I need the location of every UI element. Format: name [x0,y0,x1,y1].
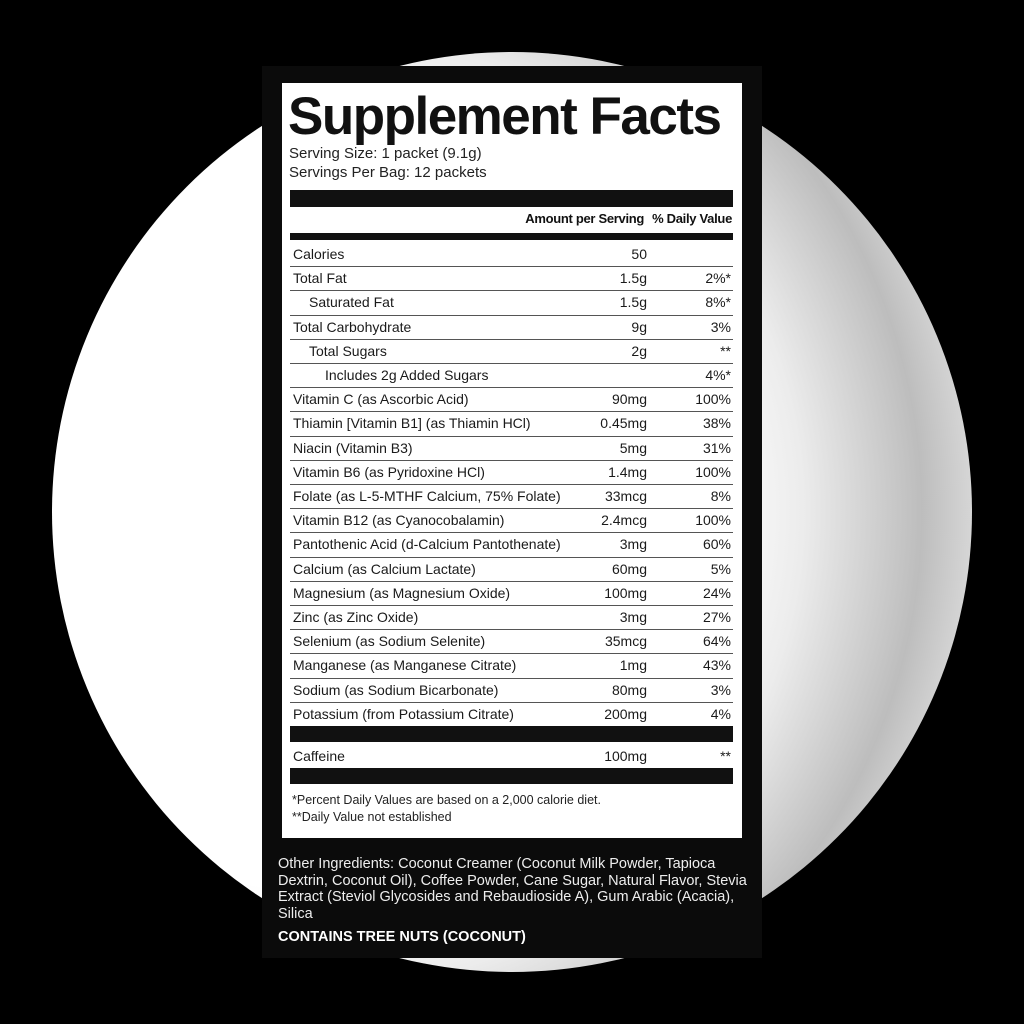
divider-bar [290,726,733,742]
serving-size: Serving Size: 1 packet (9.1g) [289,145,482,162]
nutrient-dv: 27% [702,609,731,625]
nutrient-dv: 38% [702,415,731,432]
nutrient-dv: 4% [710,705,731,722]
nutrient-name: Folate (as L-5-MTHF Calcium, 75% Folate) [293,488,561,504]
table-row: Total Carbohydrate 9g 3% [290,315,733,340]
nutrient-amount: 33mcg [604,488,647,504]
nutrient-dv: 5% [710,560,731,577]
column-header: Amount per Serving % Daily Value [517,211,732,226]
table-row: Includes 2g Added Sugars 4%* [290,363,733,389]
table-row: Total Sugars 2g ** [290,339,733,364]
allergen-statement: CONTAINS TREE NUTS (COCONUT) [278,929,526,945]
nutrient-amount: 0.45mg [600,415,647,432]
nutrient-dv: 4%* [705,367,731,383]
nutrient-amount: 1.5g [619,270,647,287]
servings-per-bag: Servings Per Bag: 12 packets [289,164,487,181]
table-row: Calories 50 [290,242,733,268]
divider-bar [290,190,733,207]
nutrient-dv: 8% [710,488,731,504]
nutrient-amount: 3mg [619,609,647,625]
nutrient-name: Calories [293,246,345,262]
table-row: Vitamin B12 (as Cyanocobalamin) 2.4mcg 100… [290,508,733,534]
nutrient-name: Total Fat [293,270,347,287]
nutrient-amount: 100mg [604,748,647,764]
table-row: Manganese (as Manganese Citrate) 1mg 43% [290,653,733,679]
nutrient-name: Manganese (as Manganese Citrate) [293,657,517,674]
nutrient-dv: 43% [702,657,731,674]
table-row: Zinc (as Zinc Oxide) 3mg 27% [290,605,733,631]
table-row: Niacin (Vitamin B3) 5mg 31% [290,436,733,461]
nutrient-amount: 50 [631,246,647,262]
caffeine-row: Caffeine 100mg ** [290,744,733,768]
nutrient-name: Total Sugars [309,342,387,359]
footnote-dv: *Percent Daily Values are based on a 2,0… [292,793,601,807]
table-row: Pantothenic Acid (d-Calcium Pantothenate… [290,532,733,558]
nutrient-name: Vitamin B12 (as Cyanocobalamin) [293,512,505,529]
divider-bar [290,233,733,240]
nutrient-name: Magnesium (as Magnesium Oxide) [293,584,511,601]
nutrient-dv: 100% [695,463,731,480]
nutrient-name: Zinc (as Zinc Oxide) [293,609,419,625]
other-ingredients: Other Ingredients: Coconut Creamer (Coco… [278,856,747,922]
nutrient-dv: 64% [702,633,731,650]
nutrient-amount: 35mcg [604,633,647,650]
table-row: Total Fat 1.5g 2%* [290,266,733,292]
nutrient-amount: 80mg [611,681,647,698]
table-row: Folate (as L-5-MTHF Calcium, 75% Folate)… [290,484,733,510]
nutrient-name: Total Carbohydrate [293,318,412,335]
supplement-facts-label: Supplement Facts Serving Size: 1 packet … [282,83,742,838]
nutrient-name: Potassium (from Potassium Citrate) [293,705,514,722]
nutrient-amount: 2g [631,342,647,359]
nutrient-name: Thiamin [Vitamin B1] (as Thiamin HCl) [293,415,531,432]
nutrient-name: Pantothenic Acid (d-Calcium Pantothenate… [293,536,561,553]
nutrient-amount: 1mg [619,657,647,674]
nutrient-name: Sodium (as Sodium Bicarbonate) [293,681,499,698]
divider-bar [290,768,733,784]
footnote-not-established: **Daily Value not established [292,810,452,824]
nutrient-dv: 60% [702,536,731,553]
nutrient-name: Selenium (as Sodium Selenite) [293,633,486,650]
table-row: Sodium (as Sodium Bicarbonate) 80mg 3% [290,678,733,703]
amount-header: Amount per Serving [525,211,645,226]
nutrient-amount: 1.4mg [608,463,647,480]
nutrient-dv: ** [720,748,731,764]
nutrient-name: Caffeine [293,748,345,764]
nutrient-amount: 2.4mcg [601,512,647,529]
label-title: Supplement Facts [288,87,722,146]
nutrient-amount: 5mg [619,439,647,456]
table-row: Thiamin [Vitamin B1] (as Thiamin HCl) 0.4… [290,411,733,437]
nutrient-dv: 100% [695,391,731,408]
table-row: Calcium (as Calcium Lactate) 60mg 5% [290,557,733,582]
table-row: Vitamin C (as Ascorbic Acid) 90mg 100% [290,387,733,413]
nutrient-amount: 200mg [604,705,647,722]
table-row: Vitamin B6 (as Pyridoxine HCl) 1.4mg 100% [290,460,733,485]
nutrient-dv: 100% [695,512,731,529]
nutrient-name: Includes 2g Added Sugars [325,367,489,383]
nutrient-amount: 60mg [611,560,647,577]
nutrient-amount: 3mg [619,536,647,553]
nutrient-dv: 31% [702,439,731,456]
nutrient-amount: 90mg [611,391,647,408]
table-row: Selenium (as Sodium Selenite) 35mcg 64% [290,629,733,655]
nutrient-name: Vitamin B6 (as Pyridoxine HCl) [293,463,485,480]
nutrient-name: Niacin (Vitamin B3) [293,439,413,456]
table-row: Magnesium (as Magnesium Oxide) 100mg 24% [290,581,733,606]
nutrient-dv: 8%* [705,294,731,311]
nutrient-dv: 2%* [705,270,731,287]
table-row: Saturated Fat 1.5g 8%* [290,290,733,316]
nutrient-dv: 3% [710,681,731,698]
nutrient-dv: 24% [702,584,731,601]
nutrient-name: Vitamin C (as Ascorbic Acid) [293,391,469,408]
nutrient-name: Calcium (as Calcium Lactate) [293,560,476,577]
nutrient-dv: ** [720,342,731,359]
nutrient-amount: 1.5g [619,294,647,311]
nutrient-dv: 3% [710,318,731,335]
table-row: Potassium (from Potassium Citrate) 200mg 4… [290,702,733,726]
nutrient-name: Saturated Fat [309,294,394,311]
dv-header: % Daily Value [652,211,732,226]
nutrient-amount: 9g [631,318,647,335]
nutrient-amount: 100mg [604,584,647,601]
